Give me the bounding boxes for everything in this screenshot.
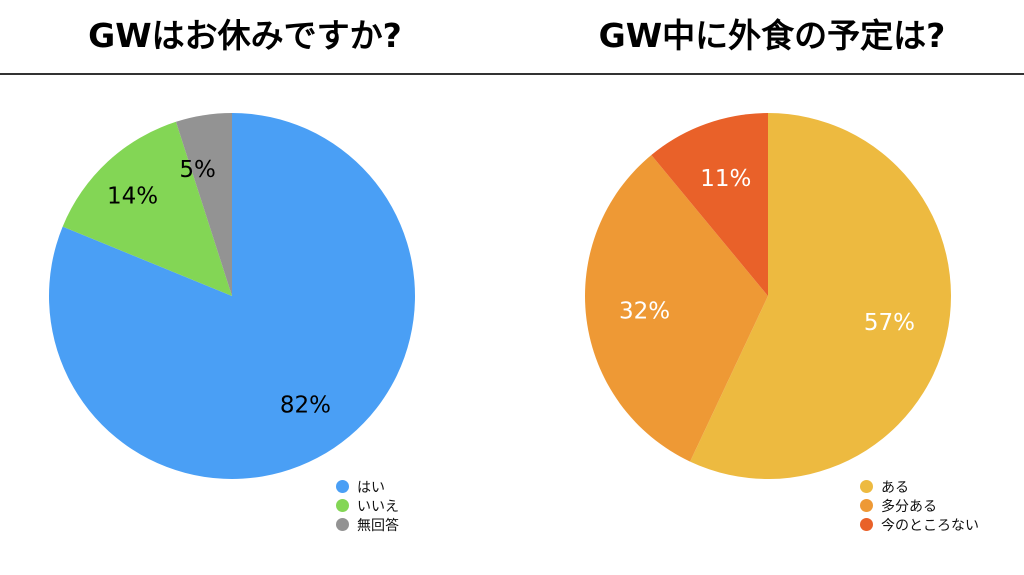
legend-label: 無回答 (357, 517, 399, 534)
slice-imanotokoro-nai-label: 11% (700, 166, 751, 192)
legend-color-dot (860, 518, 873, 531)
pie-chart-gw-holiday: 82% 14% 5% (49, 113, 416, 480)
legend-label: いいえ (357, 498, 399, 515)
legend-gw-dining: ある多分ある今のところない (860, 477, 979, 534)
slice-no-answer-label: 5% (179, 157, 216, 183)
legend-color-dot (860, 480, 873, 493)
legend-label: はい (357, 479, 385, 496)
slice-imanotokoro-nai (651, 113, 768, 296)
slice-aru (690, 113, 951, 479)
slice-no-answer (175, 113, 232, 296)
legend-label: ある (881, 479, 909, 496)
slice-iie-label: 14% (107, 183, 158, 209)
slice-aru-label: 57% (864, 310, 915, 336)
legend-item-imanotokoro-nai: 今のところない (860, 515, 979, 534)
legend-item-hai: はい (336, 477, 399, 496)
legend-color-dot (336, 499, 349, 512)
pie-chart-gw-dining: 57% 32% 11% (585, 113, 951, 479)
legend-color-dot (860, 499, 873, 512)
legend-color-dot (336, 518, 349, 531)
legend-item-aru: ある (860, 477, 979, 496)
legend-label: 多分ある (881, 498, 937, 515)
legend-color-dot (336, 480, 349, 493)
slice-hai-label: 82% (280, 392, 331, 418)
legend-gw-holiday: はい いいえ 無回答 (336, 477, 399, 534)
legend-item-tabun-aru: 多分ある (860, 496, 979, 515)
slice-tabun-aru-label: 32% (619, 299, 670, 325)
legend-item-no-answer: 無回答 (336, 515, 399, 534)
chart-title-left: GWはお休みですか? (88, 16, 402, 55)
title-divider (0, 73, 1024, 75)
slice-tabun-aru (585, 154, 768, 462)
legend-item-iie: いいえ (336, 496, 399, 515)
slice-iie (62, 121, 233, 296)
legend-label: 今のところない (881, 517, 979, 534)
chart-title-right: GW中に外食の予定は? (598, 16, 946, 55)
